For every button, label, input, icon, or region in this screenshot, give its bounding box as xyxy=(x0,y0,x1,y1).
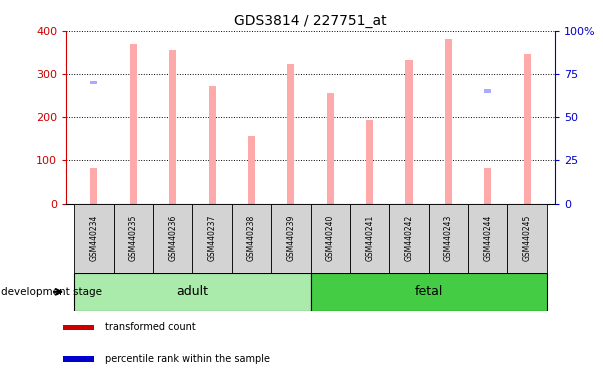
Text: GSM440242: GSM440242 xyxy=(405,215,414,261)
FancyBboxPatch shape xyxy=(74,204,113,273)
Title: GDS3814 / 227751_at: GDS3814 / 227751_at xyxy=(234,14,387,28)
Bar xyxy=(366,120,373,204)
Bar xyxy=(63,324,93,330)
Bar xyxy=(484,89,491,93)
Text: fetal: fetal xyxy=(414,285,443,298)
Bar xyxy=(287,65,294,204)
Text: GSM440237: GSM440237 xyxy=(207,215,216,261)
FancyBboxPatch shape xyxy=(508,204,547,273)
Text: GSM440235: GSM440235 xyxy=(129,215,138,261)
Text: GSM440239: GSM440239 xyxy=(286,215,295,261)
Bar xyxy=(327,93,334,204)
Bar xyxy=(90,81,98,84)
Bar xyxy=(169,50,176,204)
Text: transformed count: transformed count xyxy=(104,322,195,332)
FancyBboxPatch shape xyxy=(232,204,271,273)
Text: adult: adult xyxy=(176,285,209,298)
Text: GSM440236: GSM440236 xyxy=(168,215,177,261)
Bar xyxy=(405,60,412,204)
FancyBboxPatch shape xyxy=(429,204,468,273)
FancyBboxPatch shape xyxy=(74,273,311,311)
FancyBboxPatch shape xyxy=(311,204,350,273)
Text: development stage: development stage xyxy=(1,287,102,297)
FancyBboxPatch shape xyxy=(271,204,311,273)
Bar xyxy=(248,136,255,204)
Bar xyxy=(90,168,98,204)
FancyBboxPatch shape xyxy=(113,204,153,273)
Text: GSM440234: GSM440234 xyxy=(89,215,98,261)
Text: percentile rank within the sample: percentile rank within the sample xyxy=(104,354,270,364)
Text: GSM440245: GSM440245 xyxy=(523,215,532,261)
Bar xyxy=(445,39,452,204)
Text: GSM440241: GSM440241 xyxy=(365,215,374,261)
Bar xyxy=(523,55,531,204)
FancyBboxPatch shape xyxy=(468,204,508,273)
Bar xyxy=(63,356,93,362)
FancyBboxPatch shape xyxy=(390,204,429,273)
FancyBboxPatch shape xyxy=(311,273,547,311)
FancyBboxPatch shape xyxy=(350,204,390,273)
Text: GSM440238: GSM440238 xyxy=(247,215,256,261)
Bar xyxy=(209,86,216,204)
Bar xyxy=(130,44,137,204)
Text: GSM440244: GSM440244 xyxy=(483,215,492,261)
FancyBboxPatch shape xyxy=(192,204,232,273)
Bar xyxy=(484,168,491,204)
FancyBboxPatch shape xyxy=(153,204,192,273)
Text: GSM440240: GSM440240 xyxy=(326,215,335,261)
Text: GSM440243: GSM440243 xyxy=(444,215,453,261)
